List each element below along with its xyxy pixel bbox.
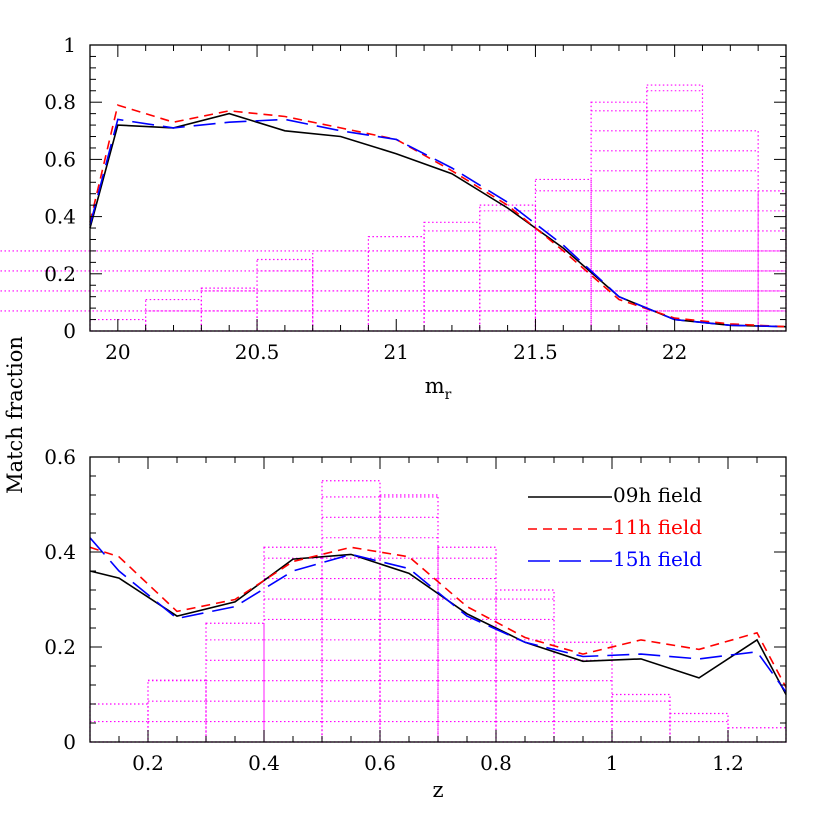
histogram-bin: [553, 641, 613, 743]
series-line-s09: [89, 112, 787, 328]
histogram-bin: [256, 258, 314, 332]
x-axis-label: z: [432, 778, 443, 802]
legend: 09h field 11h field 15h field: [528, 483, 702, 571]
shared-y-axis-label: Match fraction: [3, 336, 27, 494]
histogram-bin: [479, 204, 537, 332]
y-tick-label: 0: [63, 730, 76, 754]
histogram-bin: [205, 622, 265, 743]
x-tick-label: 0.2: [132, 751, 164, 775]
series-line-s15: [89, 118, 787, 328]
x-tick-label: 22: [662, 340, 687, 364]
x-tick-label: 0.6: [364, 751, 396, 775]
x-axis-label-subscript: r: [445, 387, 452, 403]
series-line-s09: [89, 553, 787, 695]
x-tick-label: 0.8: [480, 751, 512, 775]
plot-frame: [89, 44, 787, 332]
histogram-bin: [437, 546, 497, 743]
y-tick-label: 0.4: [44, 540, 76, 564]
legend-label-s15: 15h field: [613, 547, 702, 571]
top-panel-magnitude: 20 20.5 21 21.5 22 0 0.2 0.4 0.6 0.8 1 mr: [0, 33, 787, 403]
x-tick-label: 21: [384, 340, 409, 364]
y-tick-label: 1: [63, 33, 76, 57]
y-tick-label: 0.2: [44, 635, 76, 659]
histogram-bin: [611, 693, 671, 743]
histogram-bin: [757, 190, 787, 332]
x-tick-label: 20: [105, 340, 130, 364]
x-tick-label: 21.5: [513, 340, 558, 364]
x-tick-label: 1: [606, 751, 619, 775]
histogram-bin: [321, 480, 381, 743]
series-line-s15: [89, 537, 787, 693]
histogram-bin: [200, 287, 258, 332]
x-tick-label: 0.4: [248, 751, 280, 775]
x-tick-label: 1.2: [712, 751, 744, 775]
series-line-s11: [89, 104, 787, 328]
y-tick-label: 0.6: [44, 445, 76, 469]
x-axis-label: mr: [425, 374, 452, 403]
histogram-bin: [646, 84, 704, 332]
y-tick-label: 0.4: [44, 205, 76, 229]
y-tick-label: 0.6: [44, 147, 76, 171]
histogram-bin: [534, 178, 592, 332]
y-tick-label: 0.2: [44, 262, 76, 286]
y-tick-label: 0: [63, 319, 76, 343]
histogram-bin: [367, 236, 425, 332]
histogram-bin: [495, 589, 555, 743]
histogram-bin: [423, 221, 481, 332]
legend-label-s11: 11h field: [613, 515, 702, 539]
legend-label-s09: 09h field: [613, 483, 702, 507]
histogram-bin: [147, 679, 207, 743]
y-tick-label: 0.8: [44, 90, 76, 114]
x-tick-label: 20.5: [235, 340, 280, 364]
series-line-s11: [89, 546, 787, 688]
histogram-bin: [379, 494, 439, 743]
bottom-panel-redshift: 0.2 0.4 0.6 0.8 1 1.2 0 0.2 0.4 0.6 z 09h field 11h …: [44, 445, 787, 802]
histogram-bin: [263, 546, 323, 743]
